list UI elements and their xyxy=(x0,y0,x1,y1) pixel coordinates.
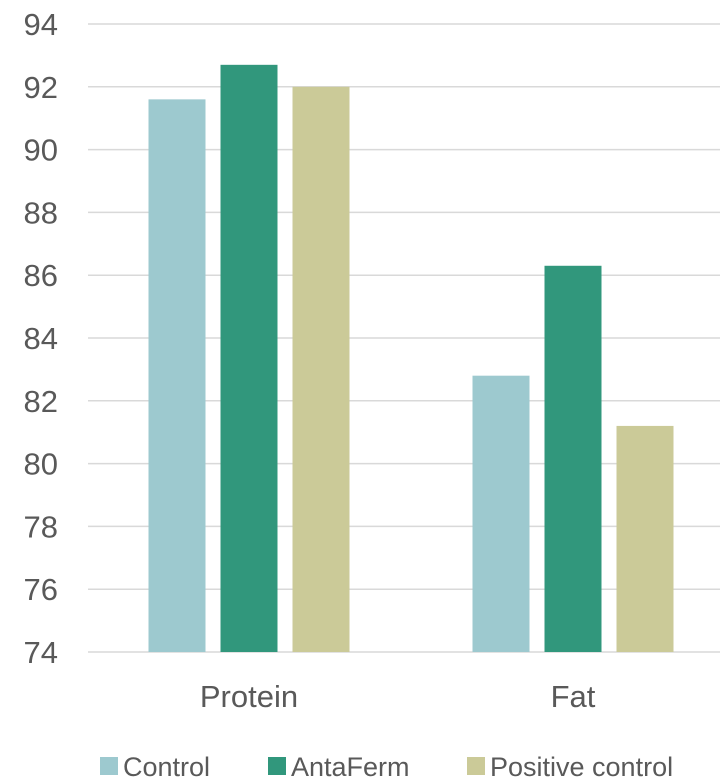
y-tick-label-76: 76 xyxy=(24,572,58,607)
y-tick-label-92: 92 xyxy=(24,70,58,105)
y-tick-label-90: 90 xyxy=(24,133,58,168)
y-tick-label-82: 82 xyxy=(24,384,58,419)
x-axis-category-labels: Protein Fat xyxy=(200,679,596,714)
y-tick-label-94: 94 xyxy=(24,7,58,42)
legend-swatch-antaferm xyxy=(268,757,286,775)
bar-protein-control xyxy=(148,99,206,653)
x-category-label-fat: Fat xyxy=(551,679,596,714)
legend-label-positive-control: Positive control xyxy=(490,752,673,782)
legend: Control AntaFerm Positive control xyxy=(100,752,673,782)
y-axis-tick-labels: 74 76 78 80 82 84 86 88 90 92 94 xyxy=(24,7,58,670)
y-tick-label-74: 74 xyxy=(24,635,58,670)
bar-fat-antaferm xyxy=(544,265,602,652)
legend-swatch-positive-control xyxy=(467,757,485,775)
legend-label-antaferm: AntaFerm xyxy=(291,752,410,782)
y-tick-label-86: 86 xyxy=(24,258,58,293)
y-tick-label-84: 84 xyxy=(24,321,58,356)
bar-protein-antaferm xyxy=(220,64,278,652)
y-tick-label-88: 88 xyxy=(24,195,58,230)
legend-label-control: Control xyxy=(123,752,210,782)
y-tick-label-78: 78 xyxy=(24,509,58,544)
bar-fat-control xyxy=(472,375,530,652)
y-tick-label-80: 80 xyxy=(24,447,58,482)
x-category-label-protein: Protein xyxy=(200,679,298,714)
bars xyxy=(148,64,674,653)
legend-swatch-control xyxy=(100,757,118,775)
bar-protein-positive-control xyxy=(292,86,350,653)
bar-fat-positive-control xyxy=(616,425,674,652)
